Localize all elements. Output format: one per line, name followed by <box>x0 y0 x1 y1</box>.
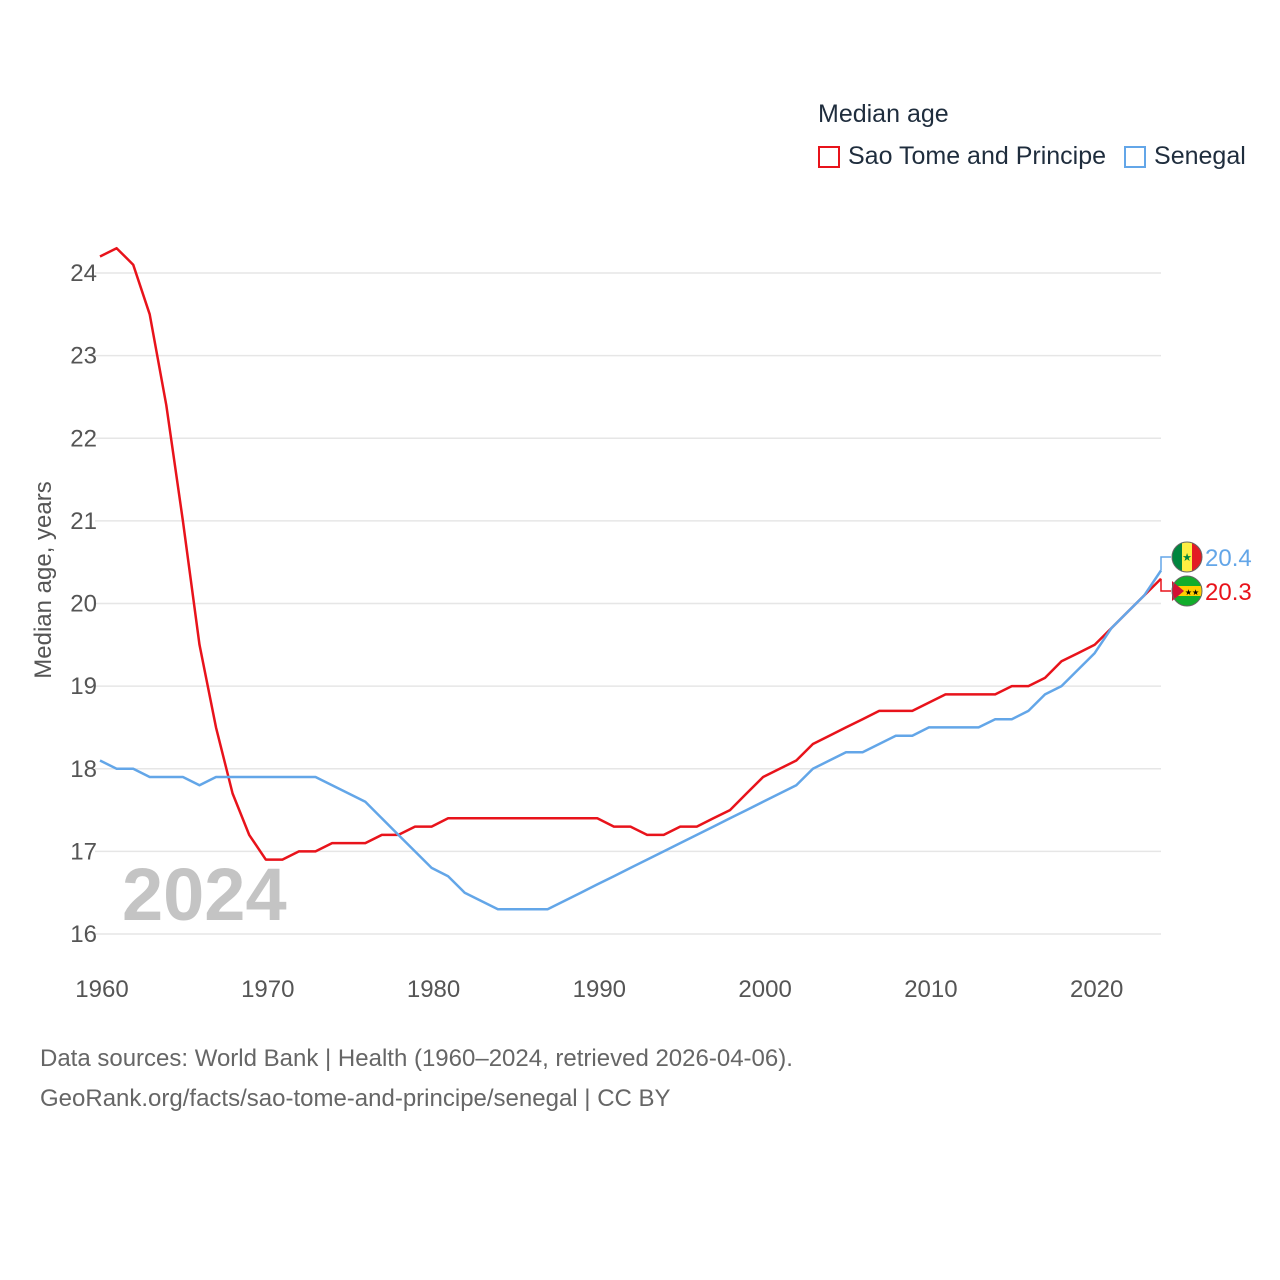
legend-swatch-senegal <box>1124 145 1147 168</box>
legend-swatch-sao-tome <box>818 145 840 168</box>
series-line-senegal[interactable] <box>99 569 1163 911</box>
x-tick-2020: 2020 <box>1070 976 1123 1003</box>
x-tick-1970: 1970 <box>241 976 294 1003</box>
legend-title: Median age <box>818 100 949 128</box>
legend-item-sao-tome[interactable]: Sao Tome and Principe <box>818 142 1106 171</box>
y-tick-16: 16 <box>70 921 97 948</box>
y-tick-19: 19 <box>70 673 97 700</box>
series-line-sao-tome-and-principe[interactable] <box>99 246 1162 861</box>
flag-icon-senegal: ★ <box>1171 541 1203 573</box>
x-tick-1990: 1990 <box>573 976 626 1003</box>
flag-icon-sao-tome-and-principe: ★★ <box>1171 575 1203 607</box>
y-tick-17: 17 <box>70 838 97 865</box>
end-label-sao-tome-and-principe: 20.3 <box>1205 579 1252 606</box>
connector-senegal <box>1160 556 1171 571</box>
legend-label-senegal: Senegal <box>1154 142 1246 170</box>
y-tick-22: 22 <box>70 425 97 452</box>
x-tick-2010: 2010 <box>904 976 957 1003</box>
footer-sources: Data sources: World Bank | Health (1960–… <box>40 1045 793 1072</box>
y-axis-label: Median age, years <box>30 481 57 678</box>
x-tick-2000: 2000 <box>738 976 791 1003</box>
svg-text:★★: ★★ <box>1185 588 1199 597</box>
x-tick-1960: 1960 <box>75 976 128 1003</box>
legend-item-senegal[interactable]: Senegal <box>1124 142 1246 171</box>
svg-text:★: ★ <box>1182 551 1192 564</box>
x-tick-1980: 1980 <box>407 976 460 1003</box>
legend: Sao Tome and Principe Senegal <box>818 142 1264 171</box>
y-tick-21: 21 <box>70 508 97 535</box>
y-tick-23: 23 <box>70 343 97 370</box>
footer-url[interactable]: GeoRank.org/facts/sao-tome-and-principe/… <box>40 1085 671 1112</box>
legend-label-sao-tome: Sao Tome and Principe <box>848 142 1107 170</box>
y-tick-18: 18 <box>70 756 97 783</box>
end-label-senegal: 20.4 <box>1205 545 1252 572</box>
y-tick-24: 24 <box>70 260 97 287</box>
year-watermark: 2024 <box>122 853 287 936</box>
y-tick-20: 20 <box>70 591 97 618</box>
connector-sao-tome-and-principe <box>1160 578 1171 592</box>
